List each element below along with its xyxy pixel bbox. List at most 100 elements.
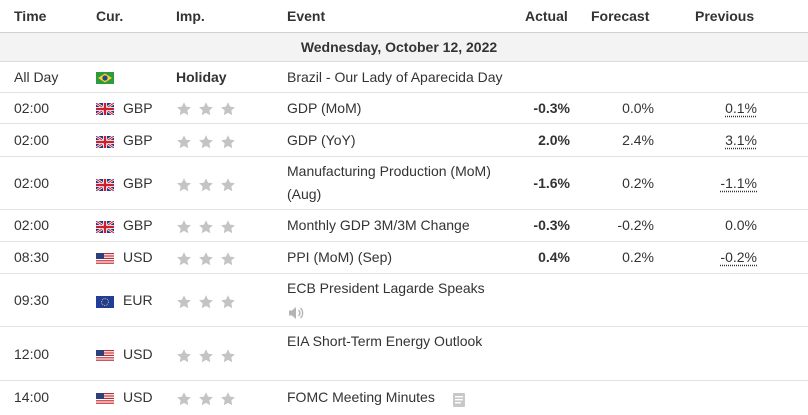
table-row[interactable]: 02:00 GBP Monthly GDP 3M/3M Change -0.3%… — [0, 210, 808, 242]
event-time: 02:00 — [14, 217, 50, 233]
star-icon — [198, 134, 214, 150]
star-icon — [220, 101, 236, 117]
event-time: 08:30 — [14, 249, 50, 265]
column-header-forecast[interactable]: Forecast — [591, 8, 650, 24]
event-name[interactable]: EIA Short-Term Energy Outlook — [287, 333, 483, 349]
star-icon — [198, 251, 214, 267]
importance-stars — [176, 177, 236, 193]
importance-stars — [176, 101, 236, 117]
event-time: 09:30 — [14, 292, 50, 308]
table-row[interactable]: 12:00 USD EIA Short-Term Energy Outlook — [0, 327, 808, 381]
speaker-icon[interactable] — [287, 301, 311, 324]
star-icon — [220, 251, 236, 267]
star-icon — [176, 101, 192, 117]
forecast-value: 0.0% — [622, 100, 654, 116]
column-header-previous[interactable]: Previous — [695, 8, 755, 24]
table-row[interactable]: 02:00 GBP Manufacturing Production (MoM)… — [0, 157, 808, 210]
importance-stars — [176, 391, 236, 407]
column-header-actual[interactable]: Actual — [525, 8, 568, 24]
star-icon — [176, 134, 192, 150]
uk-flag-icon — [96, 179, 114, 191]
event-name[interactable]: ECB President Lagarde Speaks — [287, 280, 485, 296]
event-time: All Day — [14, 69, 59, 85]
importance-stars — [176, 294, 236, 310]
previous-value[interactable]: -1.1% — [720, 175, 757, 191]
table-row[interactable]: 08:30 USD PPI (MoM) (Sep) 0.4% 0.2% -0.2… — [0, 242, 808, 274]
column-header-event[interactable]: Event — [287, 8, 326, 24]
column-header-currency[interactable]: Cur. — [96, 8, 124, 24]
importance-stars — [176, 134, 236, 150]
table-row[interactable]: 09:30 EUR ECB President Lagarde Speaks — [0, 274, 808, 327]
star-icon — [198, 391, 214, 407]
forecast-value: 0.2% — [622, 175, 654, 191]
table-row[interactable]: 02:00 GBP GDP (YoY) 2.0% 2.4% 3.1% — [0, 124, 808, 157]
table-row[interactable]: All Day Holiday Brazil - Our Lady of Apa… — [0, 62, 808, 93]
star-icon — [198, 294, 214, 310]
document-icon[interactable] — [448, 388, 466, 411]
us-flag-icon — [96, 253, 114, 265]
event-name[interactable]: GDP (MoM) — [287, 100, 362, 116]
importance-stars — [176, 251, 236, 267]
importance-stars — [176, 219, 236, 235]
previous-value[interactable]: 3.1% — [725, 132, 757, 148]
star-icon — [176, 219, 192, 235]
uk-flag-icon — [96, 221, 114, 233]
event-name-line-2[interactable]: (Aug) — [287, 186, 322, 202]
importance-stars — [176, 348, 236, 364]
currency-code: GBP — [123, 132, 153, 148]
uk-flag-icon — [96, 103, 114, 115]
table-row[interactable]: 14:00 USD FOMC Meeting Minutes — [0, 381, 808, 415]
forecast-value: -0.2% — [617, 217, 654, 233]
event-time: 02:00 — [14, 175, 50, 191]
brazil-flag-icon — [96, 72, 114, 84]
star-icon — [176, 391, 192, 407]
event-name[interactable]: PPI (MoM) (Sep) — [287, 249, 393, 265]
date-label: Wednesday, October 12, 2022 — [300, 39, 498, 55]
star-icon — [176, 294, 192, 310]
star-icon — [198, 348, 214, 364]
star-icon — [220, 219, 236, 235]
event-time: 02:00 — [14, 100, 50, 116]
event-time: 12:00 — [14, 346, 50, 362]
currency-code: USD — [123, 346, 153, 362]
star-icon — [220, 391, 236, 407]
event-name[interactable]: Monthly GDP 3M/3M Change — [287, 217, 470, 233]
star-icon — [176, 177, 192, 193]
star-icon — [220, 134, 236, 150]
previous-value: 0.0% — [725, 217, 757, 233]
previous-value[interactable]: 0.1% — [725, 100, 757, 116]
event-name[interactable]: Brazil - Our Lady of Aparecida Day — [287, 69, 503, 85]
forecast-value: 0.2% — [622, 249, 654, 265]
event-time: 02:00 — [14, 132, 50, 148]
event-name-line-1[interactable]: Manufacturing Production (MoM) — [287, 163, 491, 179]
star-icon — [220, 348, 236, 364]
actual-value: -0.3% — [533, 100, 570, 116]
event-name[interactable]: FOMC Meeting Minutes — [287, 389, 435, 405]
star-icon — [220, 294, 236, 310]
currency-code: GBP — [123, 217, 153, 233]
currency-code: USD — [123, 249, 153, 265]
uk-flag-icon — [96, 136, 114, 148]
table-row[interactable]: 02:00 GBP GDP (MoM) -0.3% 0.0% 0.1% — [0, 93, 808, 124]
us-flag-icon — [96, 350, 114, 362]
event-name[interactable]: GDP (YoY) — [287, 132, 356, 148]
us-flag-icon — [96, 393, 114, 405]
column-header-time[interactable]: Time — [14, 8, 47, 24]
currency-code: GBP — [123, 175, 153, 191]
star-icon — [176, 348, 192, 364]
currency-code: GBP — [123, 100, 153, 116]
star-icon — [198, 177, 214, 193]
previous-value[interactable]: -0.2% — [720, 249, 757, 265]
currency-code: EUR — [123, 292, 153, 308]
actual-value: 2.0% — [538, 132, 570, 148]
event-time: 14:00 — [14, 389, 50, 405]
star-icon — [198, 219, 214, 235]
actual-value: -1.6% — [533, 175, 570, 191]
table-header: Time Cur. Imp. Event Actual Forecast Pre… — [0, 0, 808, 33]
eu-flag-icon — [96, 296, 114, 308]
actual-value: -0.3% — [533, 217, 570, 233]
star-icon — [220, 177, 236, 193]
actual-value: 0.4% — [538, 249, 570, 265]
column-header-importance[interactable]: Imp. — [176, 8, 205, 24]
